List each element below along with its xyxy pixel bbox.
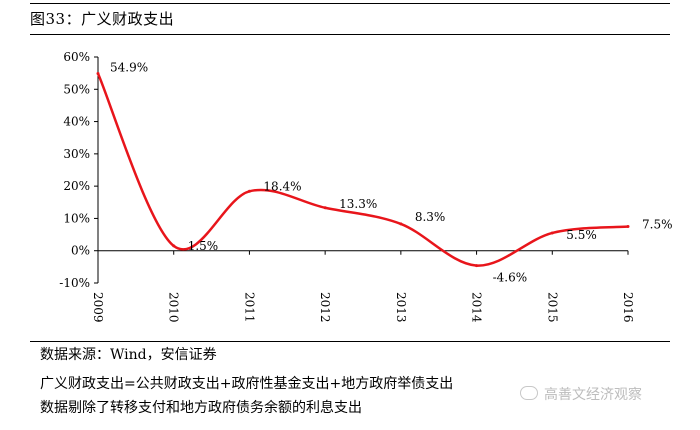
x-tick-label: 2012	[318, 292, 332, 323]
data-point	[247, 189, 251, 193]
wechat-icon	[520, 386, 538, 400]
data-label: 5.5%	[566, 228, 597, 242]
data-label: 1.5%	[188, 239, 219, 253]
data-point	[475, 264, 479, 268]
y-tick-label: 60%	[63, 50, 90, 64]
y-tick-label: 20%	[63, 179, 90, 193]
figure-title: 图33：广义财政支出	[30, 10, 175, 28]
source-rule	[30, 341, 670, 342]
line-chart: 60% 50% 40% 30% 20% 10% 0% -10%2009 2010 2011 2012…	[59, 50, 673, 323]
x-tick-label: 2016	[621, 292, 635, 323]
y-tick-label: 10%	[63, 211, 90, 225]
data-label: -4.6%	[493, 271, 528, 285]
data-label: 8.3%	[415, 210, 446, 224]
y-tick-label: -10%	[59, 276, 90, 290]
x-tick-label: 2013	[394, 292, 408, 323]
exclusion-note: 数据剔除了转移支付和地方政府债务余额的利息支出	[40, 400, 362, 416]
data-point	[550, 231, 554, 235]
series-line	[96, 72, 629, 267]
data-point	[323, 206, 327, 210]
watermark-text: 高善文经济观察	[544, 387, 642, 403]
y-tick-label: 50%	[63, 82, 90, 96]
title-rule	[30, 34, 670, 35]
x-tick-label: 2010	[167, 292, 181, 323]
definition-note: 广义财政支出=公共财政支出+政府性基金支出+地方政府举债支出	[40, 376, 454, 392]
x-tick-label: 2014	[470, 292, 484, 323]
data-label: 13.3%	[339, 197, 377, 211]
x-tick-label: 2011	[242, 292, 256, 323]
data-label: 54.9%	[110, 60, 148, 74]
watermark: 高善文经济观察	[520, 384, 642, 404]
x-tick-label: 2009	[91, 292, 105, 323]
data-point	[399, 222, 403, 226]
y-tick-label: 0%	[71, 244, 90, 258]
data-point	[172, 244, 176, 248]
top-rule	[30, 3, 670, 4]
data-label: 7.5%	[642, 218, 673, 232]
source-note: 数据来源：Wind，安信证券	[40, 347, 217, 363]
data-point	[626, 225, 630, 228]
y-tick-label: 40%	[63, 115, 90, 129]
data-point	[96, 71, 100, 75]
data-label: 18.4%	[263, 179, 301, 193]
y-tick-label: 30%	[63, 147, 90, 161]
x-tick-label: 2015	[545, 292, 559, 323]
